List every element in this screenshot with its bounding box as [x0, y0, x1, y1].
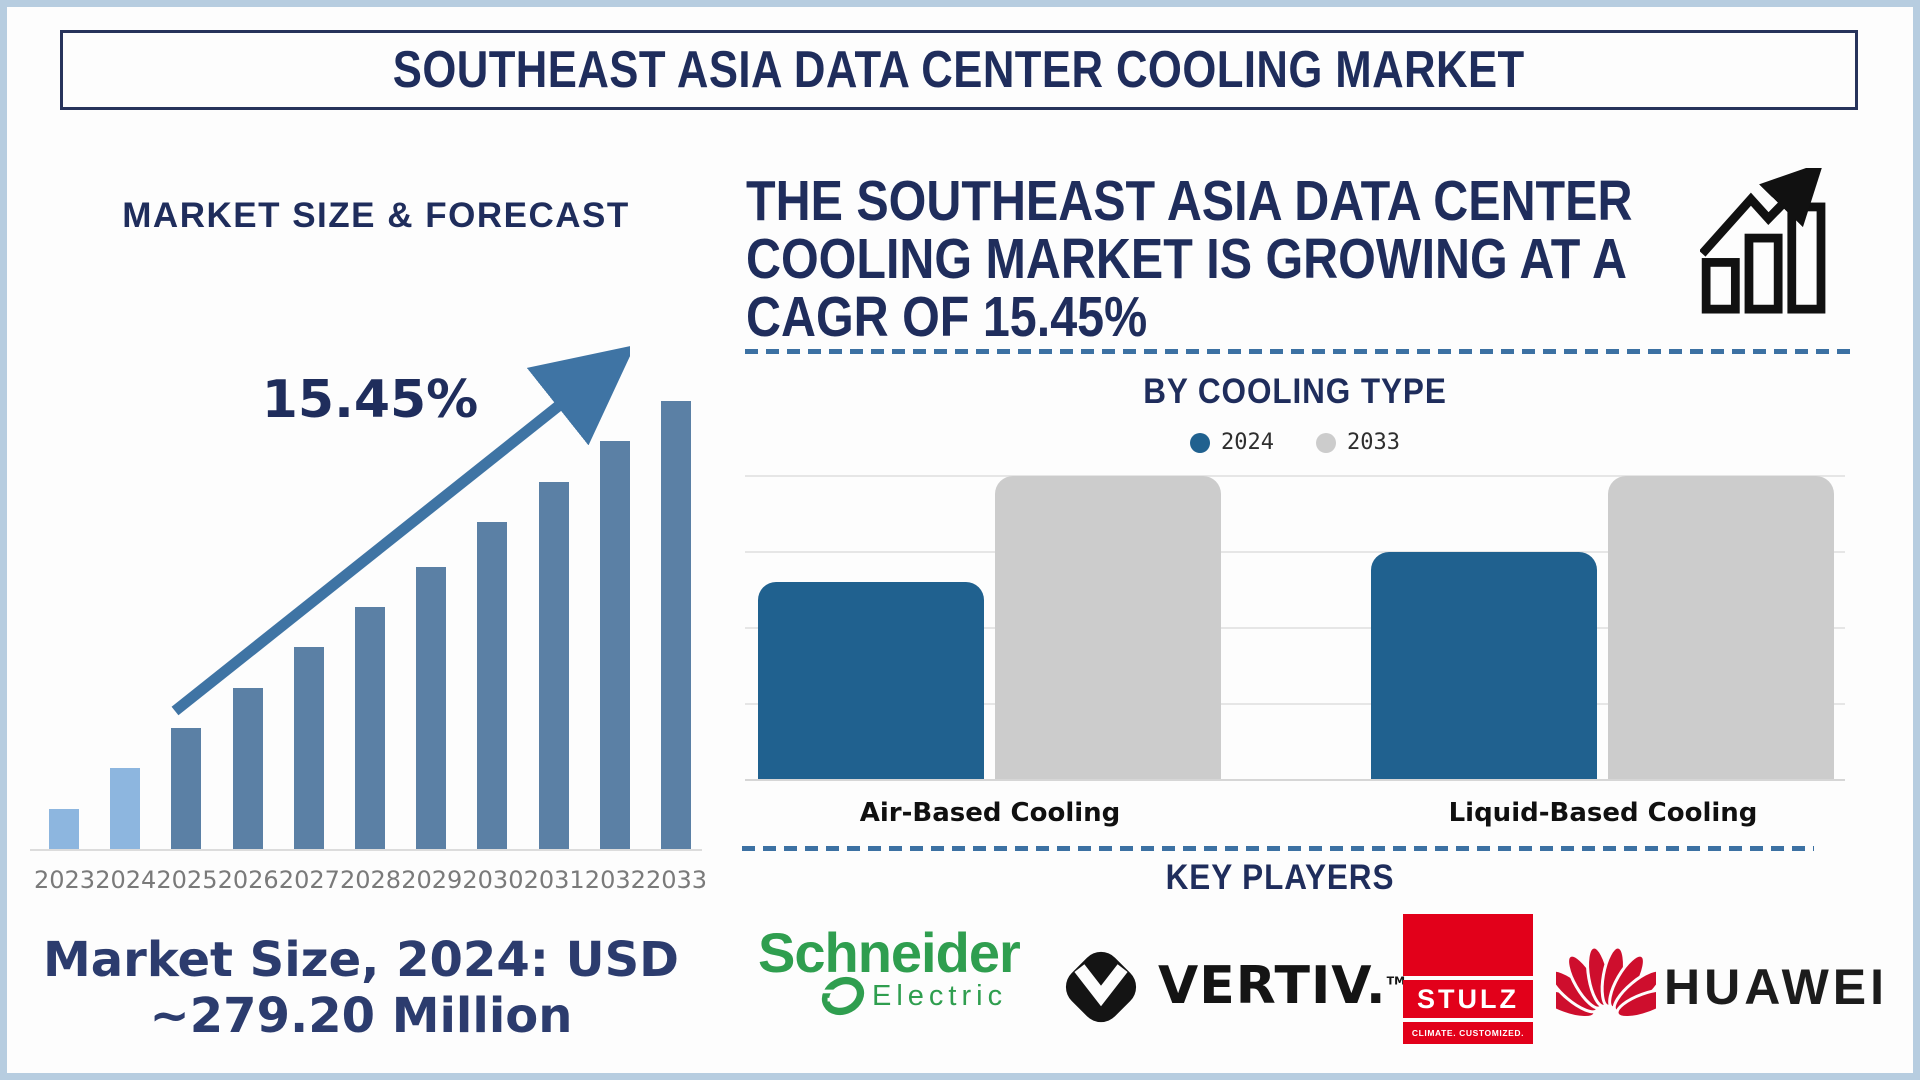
- year-label-2023: 2023: [34, 866, 96, 894]
- category-label-2: Liquid-Based Cooling: [1448, 798, 1758, 828]
- forecast-bar-2031: [538, 482, 569, 849]
- legend-label-2024: 2024: [1221, 430, 1274, 455]
- gridline-2: [745, 627, 1845, 629]
- year-label-2026: 2026: [217, 866, 279, 894]
- huawei-wordmark: HUAWEI: [1664, 959, 1888, 1015]
- year-label-2024: 2024: [95, 866, 157, 894]
- forecast-bar-2030: [477, 522, 508, 849]
- separator-dashed-bottom: [742, 846, 1814, 851]
- market-size-line1: Market Size, 2024: USD: [42, 932, 680, 988]
- stulz-red-block: [1403, 914, 1533, 976]
- cagr-headline-line3: CAGR OF 15.45%: [746, 285, 1148, 349]
- year-label-2027: 2027: [278, 866, 340, 894]
- page-title: SOUTHEAST ASIA DATA CENTER COOLING MARKE…: [393, 41, 1525, 99]
- year-label-2031: 2031: [523, 866, 585, 894]
- year-label-2033: 2033: [646, 866, 708, 894]
- title-box: SOUTHEAST ASIA DATA CENTER COOLING MARKE…: [60, 30, 1858, 110]
- gridline-0: [745, 475, 1845, 477]
- stulz-logo: STULZ CLIMATE. CUSTOMIZED.: [1403, 914, 1533, 1044]
- chart-legend: 2024 2033: [1190, 430, 1400, 455]
- gridline-4: [745, 779, 1845, 781]
- legend-item-2024: 2024: [1190, 430, 1274, 455]
- growth-arrow: [171, 345, 630, 716]
- gridline-1: [745, 551, 1845, 553]
- schneider-wordmark: Schneider: [758, 921, 1021, 984]
- legend-label-2033: 2033: [1347, 430, 1400, 455]
- schneider-electric-wordmark: Electric: [872, 979, 1008, 1012]
- key-players-title: KEY PLAYERS: [1165, 858, 1395, 897]
- market-size-line2: ~279.20 Million: [149, 988, 573, 1044]
- cagr-headline-line2: COOLING MARKET IS GROWING AT A: [746, 227, 1628, 291]
- legend-dot-2033: [1316, 432, 1336, 453]
- separator-dashed-top: [745, 349, 1853, 354]
- legend-dot-2024: [1190, 432, 1211, 453]
- year-label-2028: 2028: [340, 866, 402, 894]
- forecast-bar-2027: [293, 647, 324, 849]
- vertiv-wordmark: VERTIV.TM: [1158, 956, 1406, 1016]
- year-label-2029: 2029: [401, 866, 463, 894]
- year-label-2030: 2030: [462, 866, 524, 894]
- cagr-headline-line1: THE SOUTHEAST ASIA DATA CENTER: [746, 169, 1633, 233]
- year-label-2032: 2032: [584, 866, 646, 894]
- vertiv-icon: [1065, 951, 1137, 1023]
- vertiv-tm: TM: [1386, 974, 1406, 988]
- growth-chart-icon: [1700, 168, 1826, 314]
- legend-item-2033: 2033: [1316, 430, 1400, 455]
- forecast-bar-2033: [661, 401, 691, 849]
- year-label-2025: 2025: [156, 866, 218, 894]
- bar-2024-air-based-cooling: [758, 582, 984, 779]
- bar-2033-air-based-cooling: [995, 476, 1221, 779]
- left-chart-title: MARKET SIZE & FORECAST: [122, 196, 630, 235]
- schneider-electric-logo: Schneider Electric: [758, 921, 1048, 1016]
- stulz-tagline: CLIMATE. CUSTOMIZED.: [1403, 1022, 1533, 1044]
- huawei-icon: [1556, 945, 1656, 1020]
- category-label-1: Air-Based Cooling: [859, 798, 1121, 828]
- forecast-bar-2023: [49, 809, 79, 849]
- cagr-value-label: 15.45%: [261, 370, 479, 430]
- forecast-bar-2024: [110, 768, 141, 849]
- gridline-3: [745, 703, 1845, 705]
- schneider-life-loop-icon: [821, 976, 865, 1016]
- forecast-bar-2025: [171, 728, 202, 849]
- cagr-headline: THE SOUTHEAST ASIA DATA CENTER COOLING M…: [746, 172, 1715, 346]
- bar-2033-liquid-based-cooling: [1608, 476, 1834, 779]
- left-chart-baseline: [30, 849, 702, 851]
- forecast-bar-2026: [232, 688, 263, 849]
- forecast-bar-2028: [355, 607, 385, 849]
- bar-2024-liquid-based-cooling: [1371, 552, 1597, 779]
- forecast-bar-2029: [416, 567, 447, 849]
- cooling-type-chart-title: BY COOLING TYPE: [1143, 372, 1447, 411]
- stulz-wordmark: STULZ: [1403, 980, 1533, 1018]
- forecast-bar-2032: [599, 441, 630, 849]
